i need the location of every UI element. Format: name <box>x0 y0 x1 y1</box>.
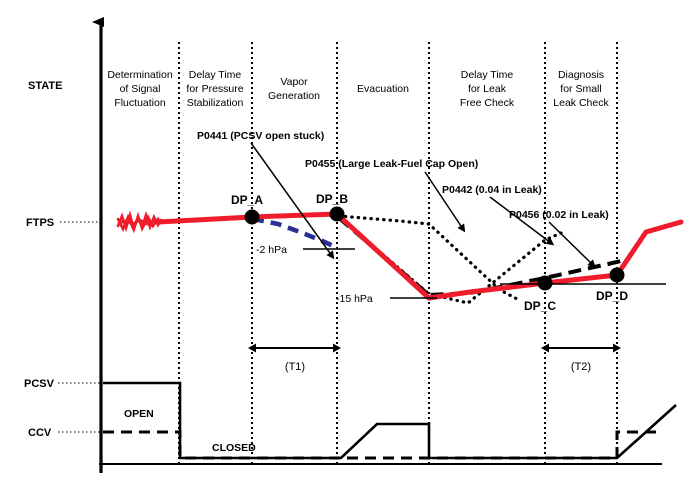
waveform-pcsv <box>103 381 677 460</box>
marker-2hpa-group: -2 hPa <box>256 244 355 256</box>
level-label-ccv: CCV <box>28 427 52 439</box>
dp-b-dot[interactable] <box>329 206 345 222</box>
timespan-t2-group: (T2) <box>541 343 621 373</box>
dp-b-label: DP_B <box>316 192 348 206</box>
phase-title-determination: Determination <box>107 69 173 81</box>
waveform-ccv <box>103 430 662 460</box>
phase-title-delay-pressure-l2: for Pressure <box>186 83 243 95</box>
phase-title-vapor-l2: Generation <box>268 90 320 102</box>
phase-title-evacuation: Evacuation <box>357 83 409 95</box>
phase-title-determination-l2: of Signal <box>120 83 161 95</box>
axis-group <box>92 17 662 473</box>
dp-a-dot[interactable] <box>244 209 260 225</box>
valve-state-closed: CLOSED <box>212 442 256 454</box>
p0456-leader[interactable] <box>548 221 596 268</box>
phase-title-small-leak: Diagnosis <box>558 69 604 81</box>
phase-title-group: Determination of Signal Fluctuation Dela… <box>107 69 609 109</box>
timespan-t1-group: (T1) <box>248 343 341 373</box>
trace-p0441-pcsv-open-stuck <box>252 216 339 251</box>
dp-d-dot[interactable] <box>609 267 625 283</box>
marker-15hpa-label: -15 hPa <box>336 293 373 305</box>
level-leader-group <box>58 221 100 433</box>
dtc-label-p0456: P0456 (0.02 in Leak) <box>509 209 609 221</box>
dp-c-label: DP_C <box>524 299 556 313</box>
t2-label: (T2) <box>571 361 591 373</box>
marker-15hpa-group: -15 hPa <box>336 293 437 305</box>
dtc-leader-group <box>250 142 596 268</box>
phase-title-small-leak-l2: for Small <box>560 83 601 95</box>
dp-c-dot[interactable] <box>537 275 553 291</box>
marker-2hpa-label: -2 hPa <box>256 244 287 256</box>
phase-title-delay-leakfree: Delay Time <box>461 69 514 81</box>
phase-divider-group <box>178 42 618 463</box>
dtc-label-p0455: P0455 (Large Leak-Fuel Cap Open) <box>305 158 478 170</box>
measurement-dot-group <box>244 206 625 291</box>
dtc-label-p0441: P0441 (PCSV open stuck) <box>197 130 324 142</box>
trace-p0456-002-leak <box>337 216 628 298</box>
trace-p0442-004-leak <box>337 215 563 305</box>
phase-title-vapor: Vapor <box>280 76 308 88</box>
p0455-leader[interactable] <box>424 171 466 233</box>
signal-noise-fluctuation <box>116 210 163 234</box>
phase-title-determination-l3: Fluctuation <box>114 97 166 109</box>
dtc-label-p0442: P0442 (0.04 in Leak) <box>442 184 542 196</box>
signal-ftps-normal <box>155 211 684 301</box>
p0442-leader[interactable] <box>489 196 555 246</box>
dp-a-label: DP_A <box>231 193 263 207</box>
phase-title-delay-pressure-l3: Stabilization <box>187 97 244 109</box>
valve-state-open: OPEN <box>124 408 154 420</box>
dp-d-label: DP_D <box>596 289 628 303</box>
p0441-leader[interactable] <box>250 142 335 260</box>
phase-title-delay-pressure: Delay Time <box>189 69 242 81</box>
trace-p0455-large-leak <box>337 214 523 303</box>
level-label-ftps: FTPS <box>26 217 54 229</box>
phase-title-small-leak-l3: Leak Check <box>553 97 609 109</box>
level-label-pcsv: PCSV <box>24 378 55 390</box>
phase-title-delay-leakfree-l3: Free Check <box>460 97 515 109</box>
state-axis-label: STATE <box>28 80 62 92</box>
t1-label: (T1) <box>285 361 305 373</box>
phase-title-delay-leakfree-l2: for Leak <box>468 83 507 95</box>
